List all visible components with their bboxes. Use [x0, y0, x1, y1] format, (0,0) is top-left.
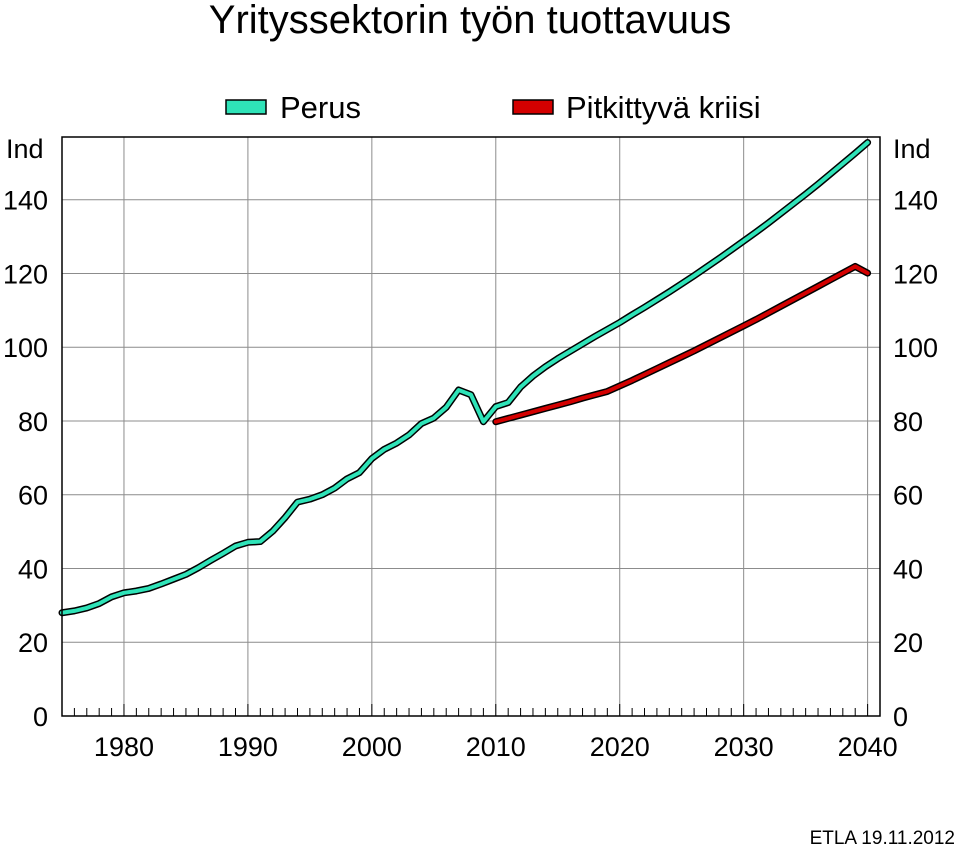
series-line-outline — [58, 139, 872, 617]
source-credit: ETLA 19.11.2012 — [810, 828, 955, 849]
series-pitkittyva-kriisi — [492, 262, 872, 426]
y-unit-label-left: Ind — [6, 134, 44, 164]
y-tick-label-left: 140 — [3, 186, 48, 216]
grid — [62, 137, 880, 716]
plot-frame — [61, 136, 881, 717]
y-tick-label-left: 80 — [18, 407, 48, 437]
y-axis: 0 0 20 20 40 40 60 60 80 80 100 100 120 120 140 140 — [3, 186, 938, 732]
y-tick-label-left: 20 — [18, 628, 48, 658]
y-tick-label-left: 120 — [3, 259, 48, 289]
legend-label: Perus — [280, 90, 361, 125]
y-tick-label-left: 40 — [18, 554, 48, 584]
y-tick-label-right: 20 — [893, 628, 923, 658]
y-tick-label-right: 120 — [893, 259, 938, 289]
y-tick-label-right: 60 — [893, 481, 923, 511]
legend-swatch — [512, 99, 554, 115]
y-tick-label-right: 40 — [893, 554, 923, 584]
x-tick-label: 1990 — [218, 732, 278, 762]
x-tick-label: 2000 — [342, 732, 402, 762]
series-perus — [58, 139, 872, 617]
y-tick-label-right: 140 — [893, 186, 938, 216]
x-axis: 1980 1990 2000 2010 2020 2030 2040 — [61, 704, 898, 762]
y-unit-label-right: Ind — [893, 134, 931, 164]
x-tick-label: 2010 — [466, 732, 526, 762]
x-tick-label: 2030 — [714, 732, 774, 762]
series-line — [60, 140, 870, 615]
y-tick-label-left: 0 — [33, 702, 48, 732]
legend: Perus Pitkittyvä kriisi — [225, 90, 761, 125]
x-tick-label: 2020 — [590, 732, 650, 762]
y-tick-label-left: 60 — [18, 481, 48, 511]
y-tick-label-right: 80 — [893, 407, 923, 437]
legend-swatch — [225, 99, 267, 115]
x-tick-label: 2040 — [838, 732, 898, 762]
chart-title: Yrityssektorin työn tuottavuus — [209, 0, 731, 42]
legend-label: Pitkittyvä kriisi — [566, 90, 761, 125]
y-tick-label-right: 100 — [893, 333, 938, 363]
y-tick-label-left: 100 — [3, 333, 48, 363]
legend-item: Perus — [225, 90, 361, 125]
legend-item: Pitkittyvä kriisi — [512, 90, 761, 125]
series-line — [493, 264, 870, 424]
x-tick-label: 1980 — [94, 732, 154, 762]
series-layer — [58, 139, 872, 617]
y-tick-label-right: 0 — [893, 702, 908, 732]
